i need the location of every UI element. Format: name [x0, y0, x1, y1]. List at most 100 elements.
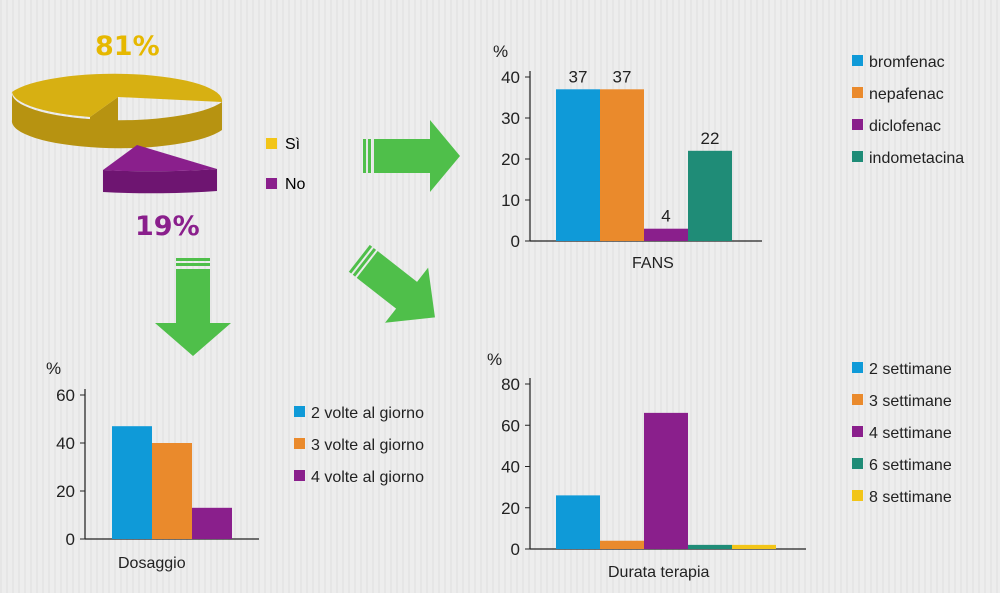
texture-stripe	[588, 0, 590, 593]
y-tick-label: 20	[501, 499, 520, 518]
texture-stripe	[978, 0, 980, 593]
y-tick-label: 60	[501, 416, 520, 435]
legend-label: 3 volte al giorno	[311, 437, 424, 454]
texture-stripe	[756, 0, 758, 593]
texture-stripe	[366, 0, 368, 593]
texture-stripe	[594, 0, 596, 593]
texture-stripe	[936, 0, 938, 593]
legend-label: indometacina	[869, 150, 964, 167]
legend-swatch-no	[266, 178, 277, 189]
texture-stripe	[624, 0, 626, 593]
texture-stripe	[24, 0, 26, 593]
pie-chart: 81% 19%	[11, 31, 223, 242]
y-tick-label: 30	[501, 109, 520, 128]
texture-stripe	[774, 0, 776, 593]
texture-stripe	[210, 0, 212, 593]
texture-stripe	[900, 0, 902, 593]
texture-stripe	[264, 0, 266, 593]
texture-stripe	[294, 0, 296, 593]
bar-value-label: 4	[661, 207, 670, 226]
texture-stripe	[726, 0, 728, 593]
texture-stripe	[606, 0, 608, 593]
texture-stripe	[42, 0, 44, 593]
texture-stripe	[618, 0, 620, 593]
texture-stripe	[270, 0, 272, 593]
texture-stripe	[672, 0, 674, 593]
texture-stripe	[444, 0, 446, 593]
texture-stripe	[156, 0, 158, 593]
texture-stripe	[792, 0, 794, 593]
legend-label: bromfenac	[869, 54, 945, 71]
y-tick-label: 20	[56, 482, 75, 501]
legend-swatch	[852, 490, 863, 501]
pie-no-percent: 19%	[135, 211, 200, 242]
texture-stripe	[30, 0, 32, 593]
bar-indometacina	[688, 150, 732, 241]
chart-dosaggio: 0 20 40 60% Dosaggio 2 volte al giorno 3 volte…	[46, 359, 424, 572]
legend-label: 4 volte al giorno	[311, 469, 424, 486]
texture-stripe	[222, 0, 224, 593]
texture-stripe	[690, 0, 692, 593]
pie-yes-top	[12, 73, 223, 117]
x-axis-label: Durata terapia	[608, 564, 709, 581]
y-tick-label: 60	[56, 386, 75, 405]
bar-4-settimane	[644, 412, 688, 549]
texture-stripe	[630, 0, 632, 593]
bar-value-label: 37	[569, 67, 588, 86]
texture-stripe	[834, 0, 836, 593]
texture-stripe	[336, 0, 338, 593]
texture-stripe	[564, 0, 566, 593]
texture-stripe	[0, 0, 2, 593]
legend-label: 4 settimane	[869, 425, 952, 442]
texture-stripe	[984, 0, 986, 593]
texture-stripe	[516, 0, 518, 593]
texture-stripe	[930, 0, 932, 593]
texture-stripe	[150, 0, 152, 593]
texture-stripe	[504, 0, 506, 593]
texture-stripe	[96, 0, 98, 593]
y-axis-label: %	[46, 359, 61, 378]
texture-stripe	[282, 0, 284, 593]
pie-yes-side	[11, 92, 223, 149]
texture-stripe	[288, 0, 290, 593]
legend-swatch	[852, 426, 863, 437]
texture-stripe	[342, 0, 344, 593]
bar-bromfenac	[556, 89, 600, 241]
texture-stripe	[324, 0, 326, 593]
texture-stripe	[954, 0, 956, 593]
texture-stripe	[276, 0, 278, 593]
texture-stripe	[840, 0, 842, 593]
texture-stripe	[138, 0, 140, 593]
chart-durata: 0 20 40 60 80% Durata terapia 2 settimane 3 set…	[487, 350, 952, 581]
pie-no-side	[103, 169, 217, 194]
pie-yes-percent: 81%	[95, 31, 160, 62]
texture-stripe	[528, 0, 530, 593]
bar-value-label: 22	[701, 129, 720, 148]
bar-nepafenac	[600, 89, 644, 241]
texture-stripe	[540, 0, 542, 593]
texture-stripe	[486, 0, 488, 593]
texture-stripe	[696, 0, 698, 593]
legend-swatch	[852, 87, 863, 98]
legend-swatch-si	[266, 138, 277, 149]
texture-stripe	[924, 0, 926, 593]
texture-stripe	[66, 0, 68, 593]
texture-stripe	[990, 0, 992, 593]
texture-stripe	[600, 0, 602, 593]
texture-stripe	[558, 0, 560, 593]
legend-label: 3 settimane	[869, 393, 952, 410]
bar-3-settimane	[600, 540, 644, 549]
texture-stripe	[678, 0, 680, 593]
legend-label: nepafenac	[869, 86, 944, 103]
texture-stripe	[354, 0, 356, 593]
legend-swatch	[852, 55, 863, 66]
texture-stripe	[576, 0, 578, 593]
texture-stripe	[768, 0, 770, 593]
texture-stripe	[804, 0, 806, 593]
texture-stripe	[786, 0, 788, 593]
texture-stripe	[522, 0, 524, 593]
texture-stripe	[60, 0, 62, 593]
bar-diclofenac	[644, 228, 688, 241]
texture-stripe	[162, 0, 164, 593]
texture-stripe	[126, 0, 128, 593]
